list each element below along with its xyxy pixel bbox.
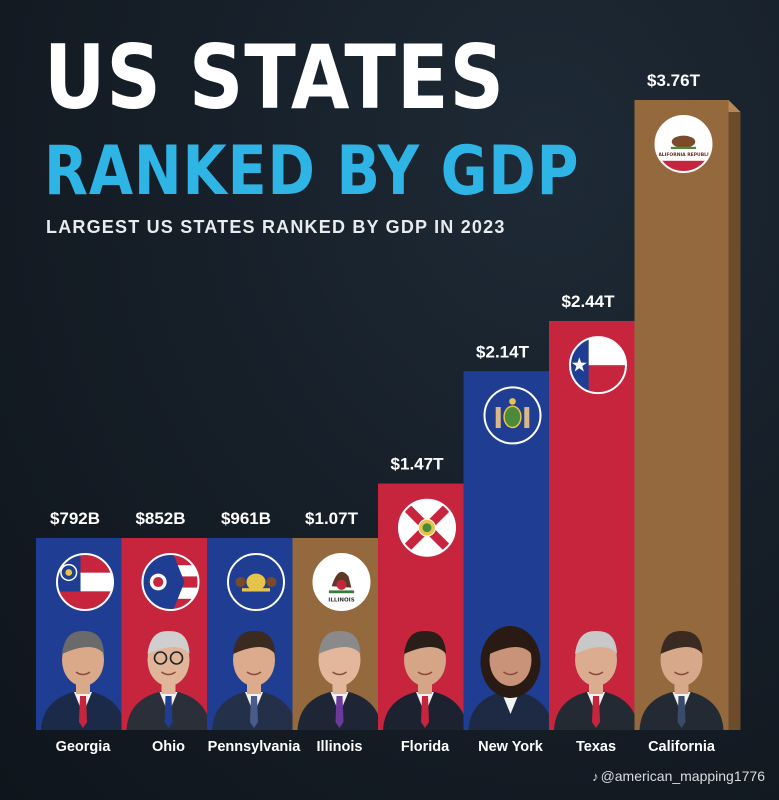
chart-subtitle: RANKED BY GDP	[44, 132, 580, 211]
bar-california: CALIFORNIA REPUBLIC $3.76T California	[634, 71, 741, 755]
flag-text: CALIFORNIA REPUBLIC	[655, 152, 713, 158]
value-label: $852B	[135, 509, 185, 528]
governor-portrait-icon	[468, 626, 553, 730]
value-label: $2.14T	[476, 342, 530, 361]
governor-portrait-icon	[383, 630, 467, 730]
governor-portrait-icon	[41, 630, 125, 730]
category-label: Pennsylvania	[208, 739, 302, 755]
new-york-flag-icon	[484, 387, 541, 444]
value-label: $792B	[50, 509, 100, 528]
bar-georgia: $792B Georgia	[36, 509, 142, 755]
watermark: ♪ @american_mapping1776	[592, 768, 765, 784]
flag-text: ILLINOIS	[328, 598, 354, 604]
value-label: $1.47T	[391, 455, 445, 474]
illinois-flag-icon: ILLINOIS	[313, 554, 370, 610]
florida-flag-icon	[399, 499, 455, 556]
governor-portrait-icon	[297, 630, 382, 730]
governor-portrait-icon	[639, 630, 724, 730]
category-label: Texas	[576, 739, 616, 755]
governor-portrait-icon	[126, 630, 211, 730]
governor-portrait-icon	[554, 630, 638, 730]
bar	[634, 100, 729, 730]
ohio-flag-icon	[142, 554, 199, 610]
category-label: Illinois	[317, 739, 363, 755]
bar-side	[728, 100, 741, 730]
governor-portrait-icon	[212, 630, 296, 730]
category-label: California	[648, 739, 716, 755]
category-label: Florida	[401, 739, 450, 755]
value-label: $1.07T	[305, 509, 359, 528]
category-label: Georgia	[56, 739, 112, 755]
category-label: New York	[478, 739, 544, 755]
california-flag-icon: CALIFORNIA REPUBLIC	[655, 116, 713, 172]
category-label: Ohio	[152, 739, 185, 755]
pennsylvania-flag-icon	[228, 554, 284, 610]
chart-title: US STATES	[44, 26, 505, 129]
value-label: $3.76T	[647, 71, 701, 90]
value-label: $961B	[221, 509, 271, 528]
tiktok-icon: ♪	[592, 769, 599, 784]
bar-florida: $1.47T Florida	[378, 455, 484, 755]
value-label: $2.44T	[562, 292, 616, 311]
chart-caption: LARGEST US STATES RANKED BY GDP IN 2023	[46, 217, 506, 237]
watermark-text: @american_mapping1776	[600, 768, 765, 784]
